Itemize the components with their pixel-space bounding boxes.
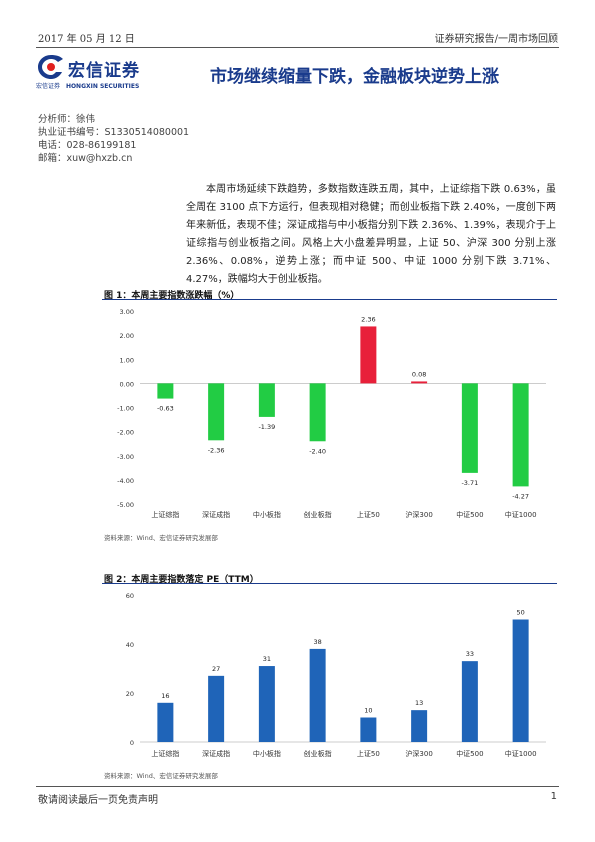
chart1-bar bbox=[512, 383, 529, 487]
chart1-value-label: -1.39 bbox=[258, 423, 275, 431]
chart2-bar bbox=[461, 661, 478, 742]
chart1-category-label: 上证50 bbox=[357, 510, 380, 519]
chart1-ytick-label: 3.00 bbox=[120, 308, 134, 316]
chart1-ytick-label: -4.00 bbox=[117, 477, 134, 485]
chart2-bar bbox=[512, 619, 529, 742]
chart1-category-label: 创业板指 bbox=[304, 510, 332, 519]
figure2-source: 资料来源：Wind、宏信证券研究发展部 bbox=[104, 772, 218, 780]
chart2-category-label: 沪深300 bbox=[405, 749, 432, 758]
chart2-category-label: 上证50 bbox=[357, 749, 380, 758]
chart1-value-label: -2.40 bbox=[309, 447, 326, 455]
chart1-bar bbox=[411, 381, 428, 384]
chart2-category-label: 深证成指 bbox=[202, 749, 230, 758]
footer-rule bbox=[36, 786, 559, 787]
chart1-ytick-label: 0.00 bbox=[120, 380, 134, 388]
chart1-value-label: 0.08 bbox=[412, 370, 426, 378]
license-number: 执业证书编号：S1330514080001 bbox=[38, 127, 190, 138]
figure1-source: 资料来源：Wind、宏信证券研究发展部 bbox=[104, 534, 218, 542]
chart2-ytick-label: 20 bbox=[126, 690, 134, 698]
chart2-category-label: 中证1000 bbox=[505, 749, 537, 758]
chart2-value-label: 50 bbox=[516, 609, 524, 617]
chart1-bar bbox=[258, 383, 275, 417]
figure1-caption: 图 1：本周主要指数涨跌幅（%） bbox=[104, 291, 240, 301]
chart1-ytick-label: -5.00 bbox=[117, 501, 134, 509]
chart1-ytick-label: -1.00 bbox=[117, 405, 134, 413]
chart1-bar bbox=[461, 383, 478, 473]
chart1-bar bbox=[360, 326, 377, 384]
index-change-chart: 3.00 2.00 1.00 0.00 -1.00 -2.00 -3.00 -4.00 -5.0… bbox=[117, 308, 546, 519]
figure2-caption: 图 2：本周主要指数落定 PE（TTM） bbox=[104, 575, 259, 585]
chart1-value-label: 2.36 bbox=[361, 315, 375, 323]
chart1-category-label: 中证1000 bbox=[505, 510, 537, 519]
disclaimer-note: 敬请阅读最后一页免责声明 bbox=[38, 795, 158, 806]
chart2-ytick-label: 0 bbox=[130, 739, 134, 747]
chart1-bar bbox=[208, 383, 225, 441]
chart1-category-label: 中小板指 bbox=[253, 510, 281, 519]
phone-number: 电话：028-86199181 bbox=[38, 140, 137, 151]
chart2-bar bbox=[360, 717, 377, 742]
header-rule bbox=[36, 47, 559, 48]
index-pe-chart: 60 40 20 0 16 上证综指 27 深证成指 31 中小板指 38 创业板指 10 上证50 13 沪… bbox=[126, 592, 546, 758]
chart2-value-label: 10 bbox=[364, 707, 372, 715]
chart2-bar bbox=[157, 702, 174, 742]
chart1-ytick-label: 2.00 bbox=[120, 332, 134, 340]
chart1-value-label: -3.71 bbox=[461, 479, 478, 487]
chart2-category-label: 创业板指 bbox=[304, 749, 332, 758]
chart2-value-label: 33 bbox=[466, 650, 474, 658]
chart1-ytick-label: -2.00 bbox=[117, 429, 134, 437]
summary-paragraph: 本周市场延续下跌趋势，多数指数连跌五周，其中，上证综指下跌 0.63%，虽全周在… bbox=[186, 184, 556, 285]
chart2-value-label: 38 bbox=[313, 638, 321, 646]
chart2-value-label: 27 bbox=[212, 665, 220, 673]
company-logo: 宏信证券 宏信证券 HONGXIN SECURITIES bbox=[36, 53, 176, 93]
chart2-category-label: 中证500 bbox=[456, 749, 483, 758]
chart1-bar bbox=[157, 383, 174, 399]
logo-emblem-icon bbox=[38, 55, 63, 79]
chart2-bar bbox=[208, 675, 225, 742]
chart2-bar bbox=[309, 648, 326, 742]
chart2-bar bbox=[258, 666, 275, 742]
chart1-category-label: 深证成指 bbox=[202, 510, 230, 519]
report-date: 2017 年 05 月 12 日 bbox=[38, 34, 135, 45]
chart1-ytick-label: 1.00 bbox=[120, 356, 134, 364]
page-number: 1 bbox=[550, 791, 557, 802]
chart2-value-label: 31 bbox=[263, 655, 271, 663]
chart1-value-label: -0.63 bbox=[157, 405, 174, 413]
chart2-value-label: 16 bbox=[161, 692, 169, 700]
chart1-ytick-label: -3.00 bbox=[117, 453, 134, 461]
logo-en-name: HONGXIN SECURITIES bbox=[65, 83, 140, 90]
analyst-name: 分析师：徐伟 bbox=[38, 114, 96, 125]
logo-subtitle: 宏信证券 HONGXIN SECURITIES bbox=[36, 81, 139, 90]
chart2-category-label: 上证综指 bbox=[151, 749, 179, 758]
logo-company-name: 宏信证券 bbox=[68, 61, 140, 81]
chart2-ytick-label: 60 bbox=[126, 592, 134, 600]
email-address: 邮箱：xuw@hxzb.cn bbox=[38, 153, 133, 164]
chart2-category-label: 中小板指 bbox=[253, 749, 281, 758]
figure1-rule bbox=[102, 299, 557, 300]
chart1-category-label: 沪深300 bbox=[405, 510, 432, 519]
logo-sub-cn: 宏信证券 bbox=[36, 83, 61, 90]
report-type: 证券研究报告/一周市场回顾 bbox=[434, 34, 558, 45]
chart1-category-label: 上证综指 bbox=[151, 510, 179, 519]
report-title: 市场继续缩量下跌，金融板块逆势上涨 bbox=[210, 67, 499, 87]
chart2-ytick-label: 40 bbox=[126, 641, 134, 649]
chart2-value-label: 13 bbox=[415, 699, 423, 707]
chart2-bar bbox=[411, 710, 428, 742]
chart1-bar bbox=[309, 383, 326, 442]
figure2-rule bbox=[102, 583, 557, 584]
chart1-value-label: -2.36 bbox=[208, 446, 225, 454]
chart1-value-label: -4.27 bbox=[512, 492, 529, 500]
chart1-category-label: 中证500 bbox=[456, 510, 483, 519]
